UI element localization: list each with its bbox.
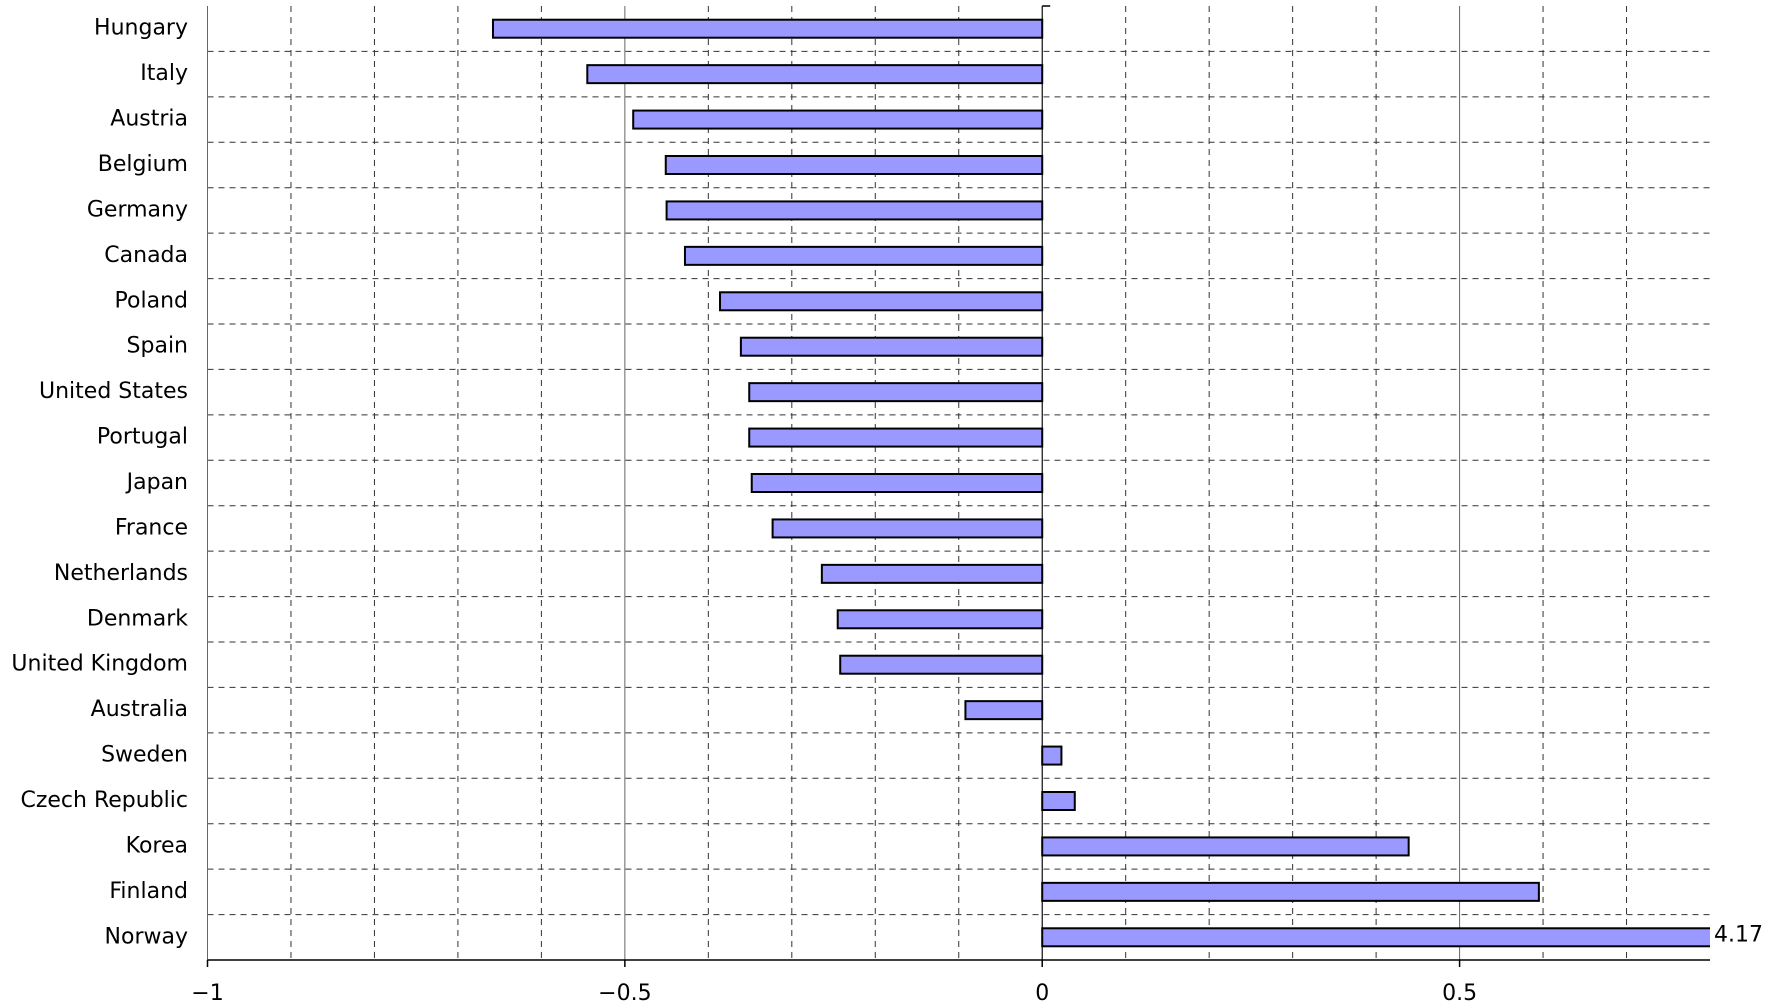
y-tick-label: Finland <box>109 879 188 904</box>
y-tick-label: France <box>115 515 188 540</box>
bar <box>820 563 1044 584</box>
bar <box>632 109 1044 130</box>
y-tick-label: Australia <box>91 697 188 722</box>
y-tick-label: Japan <box>125 470 188 495</box>
x-tick-label: 0 <box>1035 981 1049 1004</box>
bar <box>1041 927 1710 948</box>
bar <box>839 654 1044 675</box>
x-tick-label: −0.5 <box>598 981 651 1004</box>
y-tick-label: Hungary <box>94 16 188 41</box>
y-tick-label: Austria <box>110 107 188 132</box>
y-tick-label: Korea <box>126 833 188 858</box>
bar <box>1041 836 1410 857</box>
bar <box>1041 745 1063 766</box>
bar <box>1041 791 1076 811</box>
y-tick-label: Germany <box>87 197 188 222</box>
y-tick-label: Portugal <box>97 425 188 450</box>
bar <box>586 64 1044 85</box>
x-tick-label: 0.5 <box>1442 981 1477 1004</box>
bar <box>739 336 1044 357</box>
y-tick-label: Belgium <box>98 152 188 177</box>
y-tick-label: Spain <box>127 334 188 359</box>
y-tick-label: United States <box>39 379 188 404</box>
y-tick-label: Sweden <box>101 743 188 768</box>
bar <box>683 245 1044 266</box>
bars <box>491 18 1710 948</box>
bar <box>719 291 1044 312</box>
y-tick-label: Denmark <box>87 606 188 631</box>
y-tick-label: Poland <box>115 288 188 313</box>
x-tick-label: −1 <box>191 981 223 1004</box>
y-tick-label: Netherlands <box>54 561 188 586</box>
bar <box>665 200 1044 221</box>
value-label: 4.17 <box>1714 922 1763 947</box>
bar <box>491 18 1044 39</box>
bar <box>664 155 1044 175</box>
bar <box>771 518 1044 539</box>
bar <box>1041 881 1540 902</box>
y-tick-label: United Kingdom <box>11 652 188 677</box>
bar <box>964 700 1044 721</box>
y-tick-label: Italy <box>140 61 188 86</box>
bar <box>748 382 1044 403</box>
y-tick-label: Norway <box>105 924 188 949</box>
bar <box>748 427 1044 448</box>
bar <box>836 609 1044 630</box>
bar <box>750 473 1044 493</box>
y-tick-label: Canada <box>104 243 188 268</box>
y-tick-label: Czech Republic <box>20 788 188 813</box>
